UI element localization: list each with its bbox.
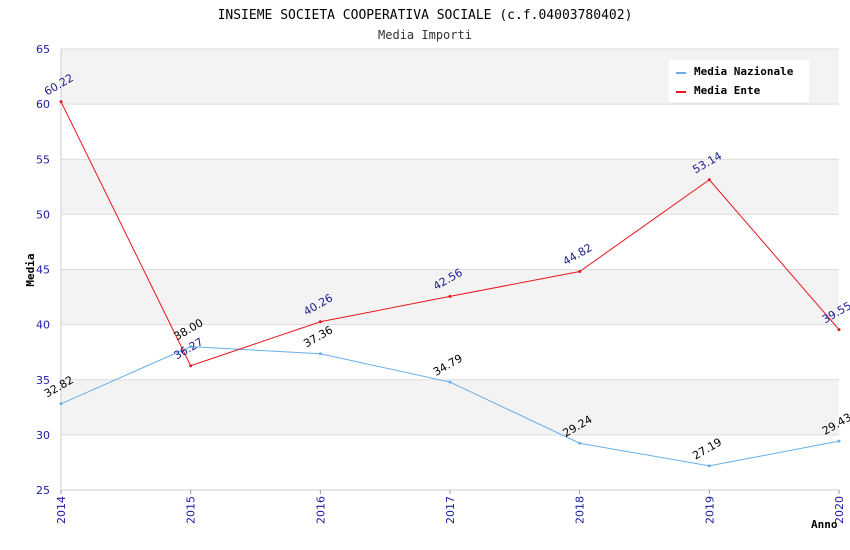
data-point-media-ente (837, 328, 841, 332)
chart-title: INSIEME SOCIETA COOPERATIVA SOCIALE (c.f… (218, 8, 633, 23)
grid-band (61, 214, 839, 270)
y-tick-label: 60 (36, 98, 50, 111)
legend-box (669, 60, 809, 102)
y-tick-label: 30 (36, 429, 50, 442)
grid-band (61, 379, 839, 435)
y-tick-label: 40 (36, 319, 50, 332)
y-tick-label: 65 (36, 43, 50, 56)
data-point-media-nazionale (578, 441, 582, 445)
x-tick-label: 2014 (55, 496, 68, 524)
data-point-media-nazionale (189, 345, 193, 349)
data-point-media-ente (189, 364, 193, 368)
data-point-media-nazionale (837, 439, 841, 443)
x-tick-label: 2017 (444, 496, 457, 524)
grid-bands (61, 49, 839, 490)
y-tick-label: 55 (36, 153, 50, 166)
grid-band (61, 324, 839, 380)
y-tick-label: 45 (36, 264, 50, 277)
x-tick-label: 2020 (833, 496, 846, 524)
data-point-media-nazionale (318, 352, 322, 356)
legend-label-media-ente: Media Ente (694, 84, 761, 97)
data-point-media-ente (578, 269, 582, 273)
data-point-media-nazionale (448, 380, 452, 384)
x-axis-ticks: 2014 2015 2016 2017 2018 2019 2020 (55, 490, 846, 524)
data-point-media-ente (318, 320, 322, 324)
y-tick-label: 50 (36, 208, 50, 221)
y-tick-label: 25 (36, 484, 50, 497)
data-point-media-ente (707, 178, 711, 182)
data-point-media-nazionale (59, 402, 63, 406)
series-lines (59, 100, 841, 468)
x-axis-label: Anno (811, 518, 838, 531)
y-axis-ticks: 25 30 35 40 45 50 55 60 65 (36, 43, 50, 497)
x-tick-label: 2016 (314, 496, 327, 524)
legend-label-media-nazionale: Media Nazionale (694, 65, 794, 78)
data-point-media-ente (448, 294, 452, 298)
grid-band (61, 104, 839, 160)
data-point-media-nazionale (707, 464, 711, 468)
x-tick-label: 2018 (574, 496, 587, 524)
x-tick-label: 2015 (185, 496, 198, 524)
grid-band (61, 159, 839, 215)
y-tick-label: 35 (36, 374, 50, 387)
grid-band (61, 434, 839, 490)
chart-legend: Media Nazionale Media Ente (669, 60, 809, 102)
y-axis-label: Media (24, 253, 37, 286)
x-tick-label: 2019 (703, 496, 716, 524)
data-point-media-ente (59, 100, 63, 104)
chart-subtitle: Media Importi (378, 28, 472, 42)
